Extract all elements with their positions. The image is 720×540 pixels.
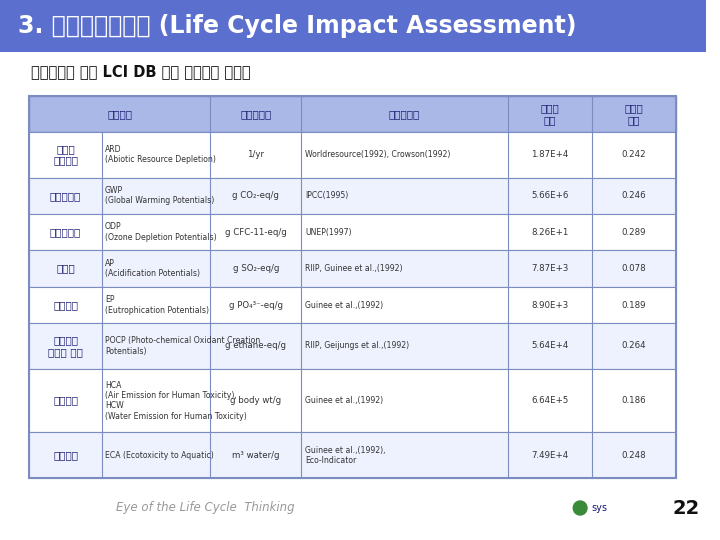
Text: 특성화인자: 특성화인자 [240, 109, 271, 119]
Text: Guinee et al.,(1992),
Eco-Indicator: Guinee et al.,(1992), Eco-Indicator [305, 446, 385, 465]
Text: EP
(Eutrophication Potentials): EP (Eutrophication Potentials) [105, 295, 209, 315]
Text: 생태독성: 생태독성 [53, 450, 78, 460]
Text: 0.289: 0.289 [622, 228, 647, 237]
Text: 0.248: 0.248 [622, 451, 647, 460]
Text: IPCC(1995): IPCC(1995) [305, 191, 348, 200]
Text: sys: sys [592, 503, 608, 513]
Text: 지구온난화: 지구온난화 [50, 191, 81, 201]
Bar [30, 178, 676, 214]
Text: 7.87E+3: 7.87E+3 [531, 264, 569, 273]
Bar [30, 287, 676, 323]
Text: HCA
(Air Emission for Human Toxicity),
HCW
(Water Emission for Human Toxicity): HCA (Air Emission for Human Toxicity), H… [105, 381, 246, 421]
Text: 8.26E+1: 8.26E+1 [531, 228, 569, 237]
Text: RIIP, Guinee et al.,(1992): RIIP, Guinee et al.,(1992) [305, 264, 402, 273]
Text: 광화학적
산화물 생성: 광화학적 산화물 생성 [48, 335, 83, 357]
Text: Guinee et al.,(1992): Guinee et al.,(1992) [305, 300, 383, 309]
Text: 부영양화: 부영양화 [53, 300, 78, 310]
Text: Guinee et al.,(1992): Guinee et al.,(1992) [305, 396, 383, 405]
Bar [30, 369, 676, 433]
Text: 3. 전과정영향평가 (Life Cycle Impact Assessment): 3. 전과정영향평가 (Life Cycle Impact Assessment… [17, 14, 576, 38]
Text: g ethane-eq/g: g ethane-eq/g [225, 341, 287, 350]
Text: g SO₂-eq/g: g SO₂-eq/g [233, 264, 279, 273]
Text: 인간독성: 인간독성 [53, 396, 78, 406]
Text: 6.64E+5: 6.64E+5 [531, 396, 569, 405]
Text: g body wt/g: g body wt/g [230, 396, 282, 405]
Bar [30, 96, 676, 132]
Text: g CFC-11-eq/g: g CFC-11-eq/g [225, 228, 287, 237]
Text: 22: 22 [672, 498, 700, 517]
Bar [30, 214, 676, 251]
Bar [30, 251, 676, 287]
Text: RIIP, Geijungs et al.,(1992): RIIP, Geijungs et al.,(1992) [305, 341, 409, 350]
Text: 5.66E+6: 5.66E+6 [531, 191, 569, 200]
Bar [30, 323, 676, 369]
Text: AP
(Acidification Potentials): AP (Acidification Potentials) [105, 259, 199, 278]
Text: ARD
(Abiotic Resource Depletion): ARD (Abiotic Resource Depletion) [105, 145, 216, 165]
Text: 산업자원부 국가 LCI DB 구축 영향평가 방법론: 산업자원부 국가 LCI DB 구축 영향평가 방법론 [32, 64, 251, 79]
Text: UNEP(1997): UNEP(1997) [305, 228, 351, 237]
Text: 영향범주: 영향범주 [107, 109, 132, 119]
Text: POCP (Photo-chemical Oxidant Creation
Potentials): POCP (Photo-chemical Oxidant Creation Po… [105, 336, 260, 356]
Bar [0, 0, 706, 52]
Text: g PO₄³⁻-eq/g: g PO₄³⁻-eq/g [229, 300, 283, 309]
Text: 0.186: 0.186 [622, 396, 647, 405]
Text: 5.64E+4: 5.64E+4 [531, 341, 569, 350]
Text: 정규화
지수: 정규화 지수 [541, 103, 559, 125]
Text: 가중치
지수: 가중치 지수 [625, 103, 644, 125]
Text: GWP
(Global Warming Potentials): GWP (Global Warming Potentials) [105, 186, 214, 205]
Bar [30, 96, 676, 478]
Text: 부생물
자원고갈: 부생물 자원고갈 [53, 144, 78, 166]
Text: 산성화: 산성화 [56, 264, 75, 274]
Text: 1.87E+4: 1.87E+4 [531, 150, 569, 159]
Text: m³ water/g: m³ water/g [232, 451, 279, 460]
Text: ODP
(Ozone Depletion Potentials): ODP (Ozone Depletion Potentials) [105, 222, 217, 242]
Text: Worldresource(1992), Crowson(1992): Worldresource(1992), Crowson(1992) [305, 150, 450, 159]
Text: 0.264: 0.264 [622, 341, 647, 350]
Text: 0.242: 0.242 [622, 150, 647, 159]
Text: g CO₂-eq/g: g CO₂-eq/g [233, 191, 279, 200]
Circle shape [573, 501, 587, 515]
Bar [30, 433, 676, 478]
Text: Eye of the Life Cycle  Thinking: Eye of the Life Cycle Thinking [117, 502, 295, 515]
Text: 0.189: 0.189 [622, 300, 647, 309]
Text: ECA (Ecotoxicity to Aquatic): ECA (Ecotoxicity to Aquatic) [105, 451, 214, 460]
Text: 0.078: 0.078 [622, 264, 647, 273]
Text: 특성화모델: 특성화모델 [389, 109, 420, 119]
Text: 오존층고갈: 오존층고갈 [50, 227, 81, 237]
Text: 1/yr: 1/yr [247, 150, 264, 159]
Bar [30, 132, 676, 178]
Text: 8.90E+3: 8.90E+3 [531, 300, 569, 309]
Text: 7.49E+4: 7.49E+4 [531, 451, 569, 460]
Text: 0.246: 0.246 [622, 191, 647, 200]
